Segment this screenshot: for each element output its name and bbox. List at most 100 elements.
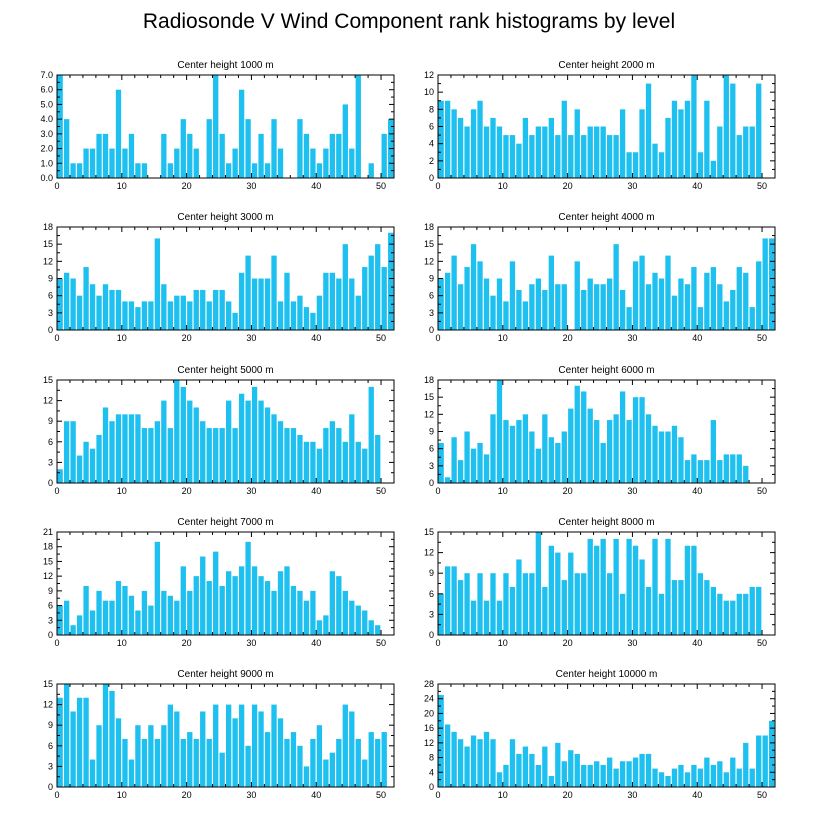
bar — [574, 261, 580, 330]
bar — [658, 593, 665, 635]
bar — [769, 720, 775, 787]
x-tick-label: 10 — [117, 181, 127, 191]
bar — [542, 746, 548, 787]
bar — [323, 148, 329, 178]
x-tick-label: 30 — [246, 333, 256, 343]
bar — [691, 75, 697, 178]
bar — [297, 434, 303, 483]
bar — [342, 441, 348, 483]
bar — [70, 278, 76, 330]
bar — [444, 272, 451, 330]
bar — [561, 431, 567, 483]
bar — [206, 428, 212, 483]
panel-1: Center height 2000 m 0 10 20 30 40 50 0 2 4 6 8 10 12 — [424, 60, 776, 191]
bar — [470, 600, 477, 635]
bar — [555, 442, 561, 483]
bar — [290, 585, 297, 635]
bar — [483, 278, 490, 330]
panel-title: Center height 5000 m — [177, 365, 273, 376]
y-tick-label: 9 — [48, 586, 53, 596]
bar — [632, 397, 639, 483]
bar — [167, 595, 173, 635]
bar — [535, 532, 542, 635]
bar — [226, 163, 232, 178]
bar — [167, 301, 173, 330]
x-tick-label: 30 — [627, 181, 637, 191]
bar — [600, 764, 606, 787]
bar — [574, 385, 580, 483]
y-tick-label: 18 — [43, 222, 53, 232]
bar — [264, 407, 271, 483]
bar — [438, 695, 444, 787]
bar — [115, 289, 122, 330]
bar — [297, 295, 303, 330]
bar — [238, 704, 245, 787]
bar — [277, 571, 284, 635]
bar — [503, 573, 509, 635]
bar — [769, 238, 775, 330]
bar — [496, 380, 503, 483]
x-tick-label: 40 — [311, 638, 321, 648]
bar — [639, 255, 645, 330]
bar — [167, 163, 173, 178]
bar — [251, 163, 258, 178]
bar — [187, 732, 193, 787]
bar — [717, 761, 723, 787]
bar — [349, 148, 355, 178]
x-tick-label: 10 — [117, 333, 127, 343]
y-tick-label: 2 — [429, 156, 434, 166]
bar — [167, 428, 173, 483]
bar — [258, 711, 264, 787]
bar — [535, 126, 542, 178]
y-tick-label: 6 — [48, 291, 53, 301]
bar — [63, 600, 70, 635]
bar — [658, 152, 665, 178]
bar — [600, 126, 606, 178]
bar — [251, 386, 258, 483]
bar — [336, 738, 342, 787]
bar — [717, 284, 723, 330]
bar — [762, 735, 768, 787]
bar — [70, 625, 76, 635]
bar — [258, 278, 264, 330]
bar — [594, 284, 600, 330]
bar — [451, 109, 457, 178]
x-tick-label: 20 — [182, 638, 192, 648]
bar — [57, 469, 63, 483]
bar — [704, 757, 710, 787]
x-tick-label: 0 — [54, 181, 59, 191]
bar — [704, 100, 710, 178]
bar — [444, 724, 451, 787]
bar — [470, 109, 477, 178]
bar — [303, 600, 310, 635]
x-tick-label: 30 — [627, 790, 637, 800]
panel-title: Center height 3000 m — [177, 212, 273, 223]
y-tick-label: 4 — [429, 767, 434, 777]
bar — [619, 761, 626, 787]
bar — [368, 732, 374, 787]
bar — [154, 738, 161, 787]
bar — [658, 772, 665, 787]
x-tick-label: 0 — [435, 638, 440, 648]
y-tick-label: 6 — [429, 589, 434, 599]
bar — [89, 759, 96, 787]
bar — [697, 307, 704, 330]
bar — [743, 593, 749, 635]
bar — [148, 725, 154, 787]
x-tick-label: 10 — [498, 333, 508, 343]
bar — [264, 278, 271, 330]
bar — [323, 272, 329, 330]
bar — [587, 764, 593, 787]
bar — [219, 289, 225, 330]
bar — [723, 301, 729, 330]
bar — [743, 126, 749, 178]
x-tick-label: 50 — [376, 790, 386, 800]
bar — [135, 414, 141, 483]
bar — [349, 278, 355, 330]
bar — [626, 307, 632, 330]
x-tick-label: 30 — [627, 638, 637, 648]
bar — [232, 428, 238, 483]
bar — [381, 133, 387, 178]
y-tick-label: 24 — [424, 694, 434, 704]
y-tick-label: 9 — [429, 568, 434, 578]
